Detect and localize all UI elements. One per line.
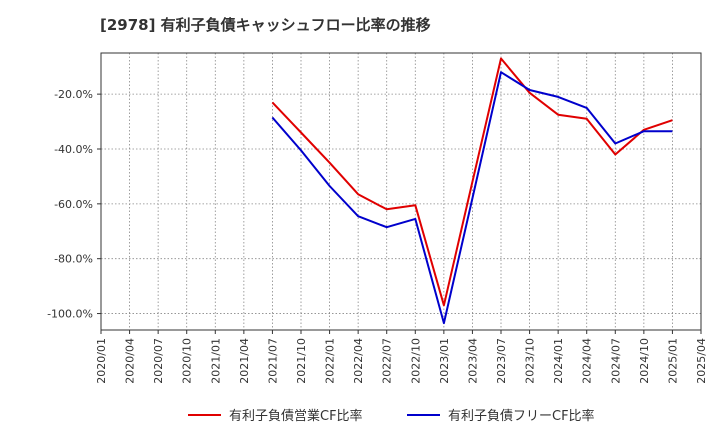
x-tick-label: 2022/10 xyxy=(409,338,422,384)
x-tick-label: 2021/01 xyxy=(209,338,222,384)
x-tick-label: 2020/07 xyxy=(152,338,165,384)
legend-label: 有利子負債営業CF比率 xyxy=(229,408,363,424)
y-tick-label: -100.0% xyxy=(47,308,93,321)
legend: 有利子負債営業CF比率 有利子負債フリーCF比率 xyxy=(188,408,595,424)
x-tick-label: 2024/04 xyxy=(581,338,594,384)
y-tick-label: -80.0% xyxy=(54,253,93,266)
x-tick-label: 2021/07 xyxy=(266,338,279,384)
x-tick-label: 2023/01 xyxy=(438,338,451,384)
series-line-free-cf xyxy=(271,71,673,325)
x-tick-label: 2024/01 xyxy=(552,338,565,384)
x-tick-label: 2022/04 xyxy=(352,338,365,384)
x-tick-label: 2023/10 xyxy=(524,338,537,384)
series-line-operating-cf xyxy=(271,57,673,307)
plot-area-frame xyxy=(100,52,702,331)
y-tick-label: -60.0% xyxy=(54,198,93,211)
x-tick-label: 2022/01 xyxy=(324,338,337,384)
x-tick-label: 2020/10 xyxy=(181,338,194,384)
chart-title: [2978] 有利子負債キャッシュフロー比率の推移 xyxy=(100,16,431,34)
x-tick-label: 2022/07 xyxy=(381,338,394,384)
x-axis-ticks: 2020/01 2020/04 2020/07 2020/10 2021/01 2021/… xyxy=(95,330,708,384)
x-tick-label: 2020/01 xyxy=(95,338,108,384)
x-tick-label: 2021/10 xyxy=(295,338,308,384)
x-tick-label: 2024/07 xyxy=(609,338,622,384)
grid-lines xyxy=(100,53,702,330)
y-tick-label: -40.0% xyxy=(54,143,93,156)
x-tick-label: 2025/01 xyxy=(666,338,679,384)
x-tick-label: 2024/10 xyxy=(638,338,651,384)
x-tick-label: 2023/04 xyxy=(466,338,479,384)
x-tick-label: 2023/07 xyxy=(495,338,508,384)
legend-label: 有利子負債フリーCF比率 xyxy=(448,408,595,424)
y-axis-ticks: -20.0% -40.0% -60.0% -80.0% -100.0% xyxy=(47,88,101,321)
y-tick-label: -20.0% xyxy=(54,88,93,101)
x-tick-label: 2020/04 xyxy=(124,338,137,384)
x-tick-label: 2025/04 xyxy=(695,338,708,384)
series-lines xyxy=(271,57,673,325)
x-tick-label: 2021/04 xyxy=(238,338,251,384)
